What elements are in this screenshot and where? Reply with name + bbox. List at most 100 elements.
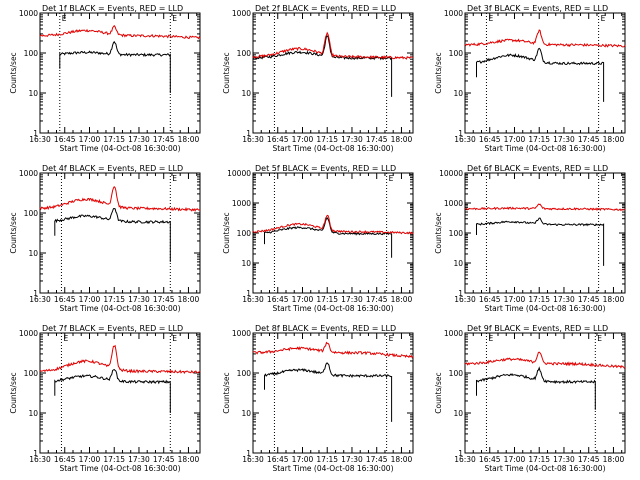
x-tick-label: 16:45: [267, 455, 289, 464]
x-tick-label: 18:00: [178, 455, 200, 464]
lld-series-line: [464, 351, 626, 369]
x-axis-label: Start Time (04-Oct-08 16:30:00): [484, 304, 605, 313]
x-tick-label: 17:45: [578, 455, 600, 464]
interval-marker-label: E: [389, 14, 394, 23]
x-tick-label: 17:45: [153, 135, 175, 144]
y-axis-label: Counts/sec: [222, 212, 231, 253]
x-tick-label: 17:45: [578, 135, 600, 144]
plot-frame: [39, 12, 201, 134]
y-tick-label: 10000: [439, 169, 463, 178]
y-tick-label: 1: [33, 449, 38, 458]
panel-det-3: Det 3f BLACK = Events, RED = LLD 1 10 100 10…: [434, 4, 626, 153]
x-tick-label: 16:30: [454, 455, 476, 464]
interval-marker-label: E: [488, 334, 493, 343]
x-tick-label: 17:00: [79, 455, 101, 464]
x-tick-label: 17:00: [292, 135, 314, 144]
plot-frame: [39, 172, 201, 294]
x-tick-label: 17:15: [316, 455, 338, 464]
interval-marker-label: E: [389, 334, 394, 343]
interval-marker-label: E: [597, 334, 602, 343]
x-tick-label: 18:00: [603, 295, 625, 304]
events-series-line: [264, 362, 393, 422]
panel-title: Det 9f BLACK = Events, RED = LLD: [467, 324, 608, 333]
y-tick-label: 1: [246, 129, 251, 138]
x-tick-label: 17:00: [79, 135, 101, 144]
y-tick-label: 10: [241, 89, 251, 98]
x-tick-label: 17:30: [128, 295, 150, 304]
x-tick-label: 17:00: [504, 135, 526, 144]
panel-det-7: Det 7f BLACK = Events, RED = LLD 1 10 100 10…: [9, 324, 201, 473]
y-tick-label: 1: [33, 289, 38, 298]
x-tick-label: 17:15: [528, 295, 550, 304]
x-tick-label: 16:30: [454, 135, 476, 144]
interval-marker-label: E: [601, 14, 606, 23]
events-series-line: [476, 366, 596, 410]
y-axis-label: Counts/sec: [9, 212, 18, 253]
interval-marker-label: E: [601, 174, 606, 183]
y-tick-label: 1: [33, 129, 38, 138]
x-tick-label: 16:30: [29, 295, 51, 304]
lld-series-line: [252, 341, 414, 359]
x-tick-label: 17:00: [504, 295, 526, 304]
y-tick-label: 100: [449, 229, 464, 238]
plot-frame: [464, 332, 626, 454]
y-tick-label: 10: [241, 409, 251, 418]
x-tick-label: 17:00: [292, 295, 314, 304]
panel-title: Det 6f BLACK = Events, RED = LLD: [467, 164, 608, 173]
x-tick-label: 17:45: [153, 455, 175, 464]
x-tick-label: 16:45: [479, 135, 501, 144]
interval-marker-label: E: [172, 334, 177, 343]
x-tick-label: 17:15: [103, 455, 125, 464]
panel-det-1: Det 1f BLACK = Events, RED = LLD 1 10 100 10…: [9, 4, 201, 153]
events-series-line: [252, 35, 393, 97]
lld-series-line: [464, 203, 626, 212]
panel-det-6: Det 6f BLACK = Events, RED = LLD 1 10 100 10…: [434, 164, 626, 313]
y-tick-label: 10: [28, 409, 38, 418]
y-axis-label: Counts/sec: [222, 52, 231, 93]
interval-marker-label: E: [63, 334, 68, 343]
x-axis-label: Start Time (04-Oct-08 16:30:00): [272, 304, 393, 313]
x-tick-label: 17:45: [366, 295, 388, 304]
x-tick-label: 17:15: [316, 135, 338, 144]
x-tick-label: 17:15: [316, 295, 338, 304]
x-tick-label: 17:30: [341, 295, 363, 304]
x-axis-label: Start Time (04-Oct-08 16:30:00): [484, 464, 605, 473]
lld-series-line: [252, 214, 414, 235]
y-axis-label: Counts/sec: [9, 372, 18, 413]
panel-title: Det 8f BLACK = Events, RED = LLD: [255, 324, 396, 333]
y-tick-label: 10: [28, 89, 38, 98]
x-tick-label: 16:30: [242, 135, 264, 144]
y-tick-label: 100: [24, 49, 39, 58]
interval-marker-label: E: [389, 174, 394, 183]
x-tick-label: 18:00: [391, 135, 413, 144]
y-tick-label: 100: [24, 209, 39, 218]
y-tick-label: 1: [458, 289, 463, 298]
y-tick-label: 1000: [444, 199, 463, 208]
x-tick-label: 17:30: [553, 455, 575, 464]
x-tick-label: 17:15: [528, 455, 550, 464]
x-tick-label: 16:30: [242, 295, 264, 304]
lld-series-line: [39, 24, 201, 40]
panel-det-2: Det 2f BLACK = Events, RED = LLD 1 10 100 10…: [222, 4, 414, 153]
y-tick-label: 1000: [19, 329, 38, 338]
panel-det-8: Det 8f BLACK = Events, RED = LLD 1 10 100 10…: [222, 324, 414, 473]
plot-frame: [252, 12, 414, 134]
plot-frame: [464, 172, 626, 294]
x-axis-label: Start Time (04-Oct-08 16:30:00): [59, 464, 180, 473]
y-axis-label: Counts/sec: [434, 372, 443, 413]
lld-series-line: [464, 29, 626, 48]
x-axis-label: Start Time (04-Oct-08 16:30:00): [272, 464, 393, 473]
panel-title: Det 4f BLACK = Events, RED = LLD: [42, 164, 183, 173]
panel-det-9: Det 9f BLACK = Events, RED = LLD 1 10 100 10…: [434, 324, 626, 473]
y-tick-label: 10: [453, 259, 463, 268]
y-tick-label: 100: [237, 229, 252, 238]
y-tick-label: 1000: [232, 9, 251, 18]
x-tick-label: 18:00: [178, 295, 200, 304]
panel-title: Det 5f BLACK = Events, RED = LLD: [255, 164, 396, 173]
events-series-line: [54, 369, 171, 413]
panel-title: Det 2f BLACK = Events, RED = LLD: [255, 4, 396, 13]
x-tick-label: 17:15: [103, 135, 125, 144]
y-tick-label: 1000: [444, 329, 463, 338]
panel-title: Det 1f BLACK = Events, RED = LLD: [42, 4, 183, 13]
x-tick-label: 17:45: [153, 295, 175, 304]
